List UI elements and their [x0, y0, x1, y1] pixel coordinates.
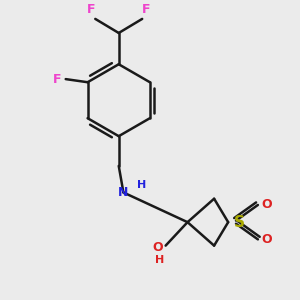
Text: H: H — [136, 180, 146, 190]
Text: H: H — [155, 255, 164, 265]
Text: S: S — [234, 215, 245, 230]
Text: N: N — [118, 186, 129, 199]
Text: O: O — [262, 199, 272, 212]
Text: F: F — [87, 3, 95, 16]
Text: O: O — [262, 233, 272, 246]
Text: F: F — [142, 3, 151, 16]
Text: F: F — [52, 73, 61, 85]
Text: O: O — [152, 241, 163, 254]
